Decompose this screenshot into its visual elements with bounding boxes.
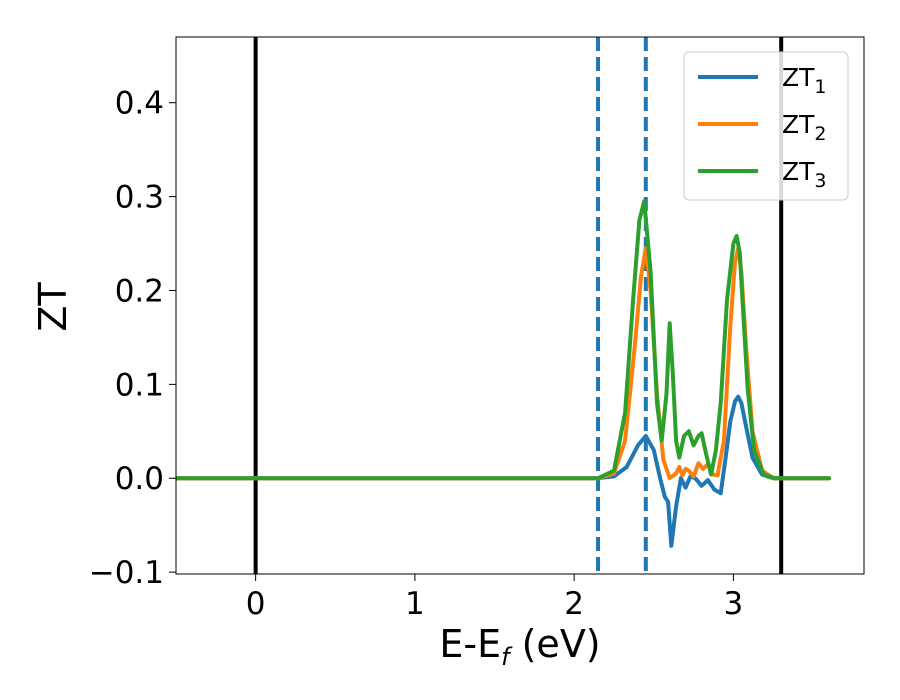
x-axis-label-main: E-E <box>439 622 501 666</box>
legend-label-subscript-2: 2 <box>814 123 826 145</box>
legend-label-main-2: ZT <box>782 110 815 139</box>
legend-label-main-1: ZT <box>782 63 815 92</box>
x-tick-label-1: 1 <box>405 586 425 622</box>
legend-box <box>683 51 849 201</box>
series-group <box>176 199 831 548</box>
legend-label-subscript-3: 3 <box>814 170 826 192</box>
legend-label-2: ZT2 <box>782 110 827 145</box>
legend-label-1: ZT1 <box>782 63 827 98</box>
x-tick-label-2: 2 <box>564 586 584 622</box>
x-axis-label-unit: (eV) <box>510 622 601 666</box>
legend-label-3: ZT3 <box>782 157 827 192</box>
series-line-3 <box>176 199 831 481</box>
y-axis-label: ZT <box>31 282 75 332</box>
axes: 0 1 2 3 −0.1 0.0 0.1 0.2 0.3 0.4 <box>89 36 865 622</box>
series-line-2 <box>176 246 831 481</box>
x-tick-label-3: 3 <box>724 586 744 622</box>
y-tick-label-2: 0.1 <box>115 367 164 403</box>
y-tick-label-3: 0.2 <box>115 273 164 309</box>
x-axis-label: E-Ef (eV) <box>439 622 600 671</box>
y-tick-label-5: 0.4 <box>115 86 164 122</box>
x-tick-label-0: 0 <box>246 586 266 622</box>
y-tick-label-0: −0.1 <box>89 555 164 591</box>
series-line-1 <box>176 394 831 548</box>
legend-label-main-3: ZT <box>782 157 815 186</box>
legend-label-subscript-1: 1 <box>814 76 826 98</box>
axes-frame <box>175 36 865 575</box>
y-tick-label-1: 0.0 <box>115 461 164 497</box>
y-tick-label-4: 0.3 <box>115 180 164 216</box>
